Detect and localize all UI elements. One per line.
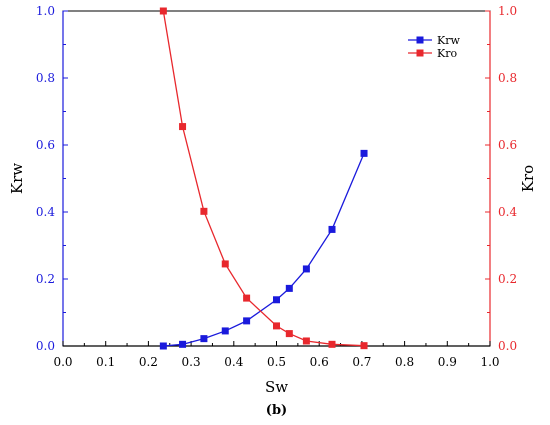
left-tick-label: 0.4 [36, 205, 55, 219]
data-point-kro [179, 123, 187, 131]
x-tick-label: 1.0 [480, 355, 499, 369]
data-point-kro [302, 337, 310, 345]
left-tick-label: 0.6 [36, 138, 55, 152]
x-axis: 0.0 0.1 0.2 0.3 0.4 0.5 0.6 0.7 0.8 0.9 1.0 [53, 341, 500, 369]
data-point-krw [200, 335, 208, 343]
legend: Krw Kro [408, 34, 460, 60]
right-tick-label: 1.0 [498, 4, 517, 18]
data-point-krw [179, 340, 187, 348]
legend-marker-kro [416, 49, 424, 57]
data-point-krw [273, 296, 280, 304]
series-line-krw [163, 153, 365, 347]
data-point-krw [328, 225, 336, 233]
right-tick-label: 0.4 [498, 205, 517, 219]
data-point-kro [159, 7, 167, 15]
data-point-krw [243, 317, 251, 325]
plot-frame [62, 10, 491, 347]
x-tick-label: 0.6 [310, 355, 329, 369]
series-line-kro [162, 10, 365, 347]
data-point-krw [302, 265, 310, 273]
figure-caption: (b) [266, 403, 287, 418]
data-point-kro [285, 330, 293, 338]
data-point-krw [221, 327, 229, 335]
x-tick-label: 0.3 [182, 355, 201, 369]
right-tick-label: 0.2 [498, 272, 517, 286]
data-point-kro [328, 340, 336, 348]
left-y-axis-label: Krw [8, 163, 26, 194]
x-tick-label: 0.4 [224, 355, 243, 369]
right-tick-label: 0.0 [498, 339, 517, 353]
legend-marker-krw [416, 36, 424, 44]
data-point-kro [200, 207, 208, 215]
x-tick-label: 0.5 [267, 355, 286, 369]
data-point-kro [273, 322, 280, 330]
data-point-kro [221, 260, 229, 268]
left-tick-label: 1.0 [36, 4, 55, 18]
right-y-axis: 0.0 0.2 0.4 0.6 0.8 1.0 [485, 4, 517, 353]
right-tick-label: 0.6 [498, 138, 517, 152]
right-tick-label: 0.8 [498, 71, 517, 85]
data-point-krw [159, 342, 167, 350]
left-y-axis: 0.0 0.2 0.4 0.6 0.8 1.0 [36, 4, 68, 353]
x-tick-label: 0.8 [395, 355, 414, 369]
data-point-krw [360, 149, 368, 157]
legend-label-kro: Kro [437, 47, 457, 60]
x-tick-label: 0.9 [438, 355, 457, 369]
left-tick-label: 0.0 [36, 339, 55, 353]
x-tick-label: 0.7 [352, 355, 371, 369]
x-tick-label: 0.0 [53, 355, 72, 369]
left-tick-label: 0.2 [36, 272, 55, 286]
x-tick-label: 0.2 [139, 355, 158, 369]
right-y-axis-label: Kro [519, 165, 537, 192]
data-point-kro [360, 342, 368, 350]
data-point-krw [285, 284, 293, 292]
left-tick-label: 0.8 [36, 71, 55, 85]
x-tick-label: 0.1 [96, 355, 115, 369]
data-point-kro [243, 294, 251, 302]
x-axis-label: Sw [265, 378, 288, 396]
series-layer [159, 7, 368, 350]
legend-label-krw: Krw [437, 34, 460, 47]
